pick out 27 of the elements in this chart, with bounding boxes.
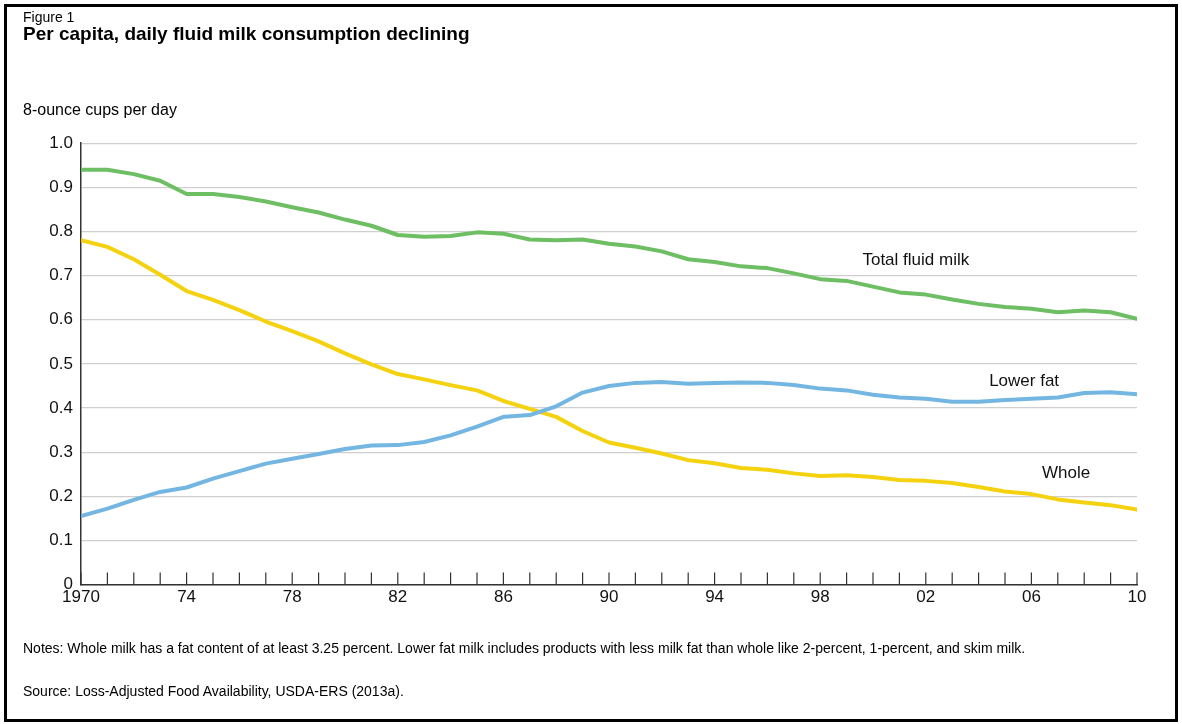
y-axis-title: 8-ounce cups per day [23, 101, 177, 119]
x-tick-label: 94 [705, 587, 725, 607]
y-tick-label: 0.5 [49, 353, 73, 373]
x-tick-label: 82 [388, 587, 408, 607]
x-tick-label: 06 [1021, 587, 1041, 607]
text: Notes: Whole milk has a fat content of at least 3.25 percent. Lower fat milk includes products with less milk fat than whole like 2-percent, 1-percent, and skim milk. [23, 639, 1027, 657]
series-label: Lower fat [989, 371, 1060, 391]
caption: Figure 1 [23, 9, 75, 25]
x-tick-label: 10 [1127, 587, 1147, 607]
x-tick-label: 02 [916, 587, 936, 607]
y-tick-label: 1.0 [49, 132, 73, 152]
y-tick-label: 0.2 [49, 486, 73, 506]
y-tick-label: 0.4 [49, 397, 73, 417]
x-tick-label: 90 [599, 587, 619, 607]
series-label: Whole [1041, 463, 1091, 483]
y-tick-label: 0.9 [49, 177, 73, 197]
y-tick-label: 0.7 [49, 265, 73, 285]
x-tick-label: 74 [177, 587, 197, 607]
x-tick-label: 78 [282, 587, 302, 607]
y-tick-label: 0.8 [49, 221, 73, 241]
y-tick-label: 0.3 [49, 441, 73, 461]
y-tick-label: 0.1 [49, 530, 73, 550]
x-tick-label: 98 [810, 587, 830, 607]
x-tick-label: 86 [493, 587, 513, 607]
source-note: Source: Loss-Adjusted Food Availability, USDA-ERS (2013a). [23, 683, 404, 699]
y-tick-label: 0.6 [49, 309, 73, 329]
series-label: Total fluid milk [862, 250, 970, 270]
